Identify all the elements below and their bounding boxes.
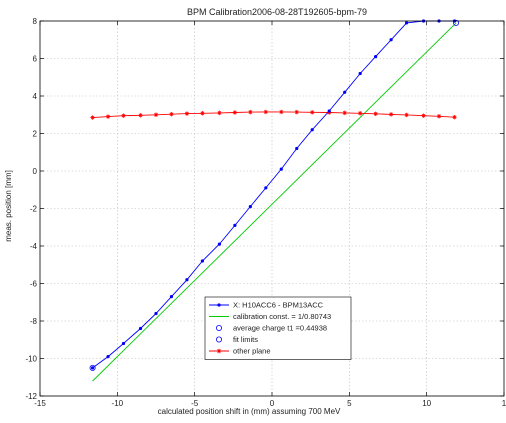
x-tick-label: -15: [34, 399, 46, 408]
data-point: [121, 113, 126, 118]
data-point: [404, 21, 409, 25]
legend-box: [204, 296, 352, 360]
data-point: [343, 90, 347, 94]
x-tick-label: 0: [270, 399, 275, 408]
chart-title: BPM Calibration2006-08-28T192605-bpm-79: [187, 7, 367, 17]
data-point: [388, 112, 394, 117]
legend-marker: [215, 336, 222, 343]
y-tick-label: -10: [25, 355, 37, 364]
data-point: [389, 38, 393, 42]
legend-label: X: H10ACC6 - BPM13ACC: [233, 301, 324, 310]
data-point: [358, 71, 362, 76]
data-point: [248, 205, 252, 209]
x-tick-label: -10: [112, 399, 124, 408]
data-point: [263, 109, 269, 115]
series-line: [92, 111, 455, 119]
data-point: [105, 114, 111, 119]
legend-marker: [217, 303, 221, 307]
data-point: [154, 311, 158, 316]
series-line: [92, 22, 457, 382]
data-point: [90, 366, 95, 370]
data-point: [138, 326, 143, 331]
data-point: [185, 278, 189, 282]
data-point: [295, 146, 299, 151]
data-point: [373, 111, 378, 117]
y-axis-label: meas. position [mm]: [4, 170, 13, 242]
y-tick-label: 2: [33, 130, 38, 139]
y-tick-label: -8: [30, 317, 38, 326]
legend-label: fit limits: [233, 335, 258, 344]
legend-marker: [216, 348, 222, 354]
data-point: [374, 55, 378, 59]
data-point: [327, 109, 331, 113]
data-point: [279, 167, 283, 171]
data-point: [200, 111, 205, 116]
data-point: [153, 112, 159, 117]
x-tick-label: 5: [347, 399, 352, 408]
x-tick-label: 1: [502, 399, 506, 408]
x-tick-label: -5: [191, 399, 199, 408]
data-point: [342, 110, 347, 116]
legend: X: H10ACC6 - BPM13ACC calibration const. …: [204, 296, 352, 360]
data-series: [89, 19, 460, 382]
data-point: [184, 111, 190, 116]
data-point: [217, 242, 222, 246]
series-line: [92, 20, 455, 369]
data-point: [421, 113, 426, 118]
data-point: [217, 110, 222, 116]
data-point: [90, 115, 95, 120]
data-point: [310, 128, 314, 132]
legend-marker: [215, 324, 222, 331]
data-point: [453, 19, 460, 26]
legend-label: other plane: [233, 347, 271, 356]
data-point: [233, 223, 237, 227]
data-point: [89, 364, 96, 371]
data-point: [106, 355, 110, 359]
legend-label: calibration const. = 1/0.80743: [233, 312, 331, 321]
data-point: [294, 109, 299, 115]
data-point: [169, 295, 174, 299]
y-tick-label: -4: [30, 242, 38, 251]
y-tick-label: 6: [33, 55, 38, 64]
y-tick-label: 0: [33, 167, 38, 176]
data-point: [452, 114, 457, 120]
y-tick-label: -12: [25, 392, 37, 401]
data-point: [248, 109, 253, 115]
legend-label: average charge t1 =0.44938: [233, 324, 327, 333]
data-point: [357, 111, 363, 116]
axis-ticks: -15 -10 -5 0 5 10 1 -12 -10 -8 -6 -4 -2 0 2 4 6 8: [25, 17, 506, 408]
data-point: [436, 114, 442, 119]
y-tick-label: 4: [33, 92, 38, 101]
x-axis-label: calculated position shift in (mm) assumi…: [158, 407, 341, 416]
data-point: [138, 113, 143, 118]
data-point: [264, 186, 268, 190]
data-point: [279, 109, 284, 115]
y-tick-label: -2: [30, 205, 38, 214]
data-point: [200, 259, 204, 263]
data-point: [404, 112, 409, 118]
data-point: [169, 111, 174, 117]
data-point: [232, 110, 238, 115]
x-tick-label: 10: [422, 399, 431, 408]
y-tick-label: -6: [30, 280, 38, 289]
data-point: [121, 341, 126, 346]
y-tick-label: 8: [33, 17, 38, 26]
data-point: [310, 110, 315, 115]
